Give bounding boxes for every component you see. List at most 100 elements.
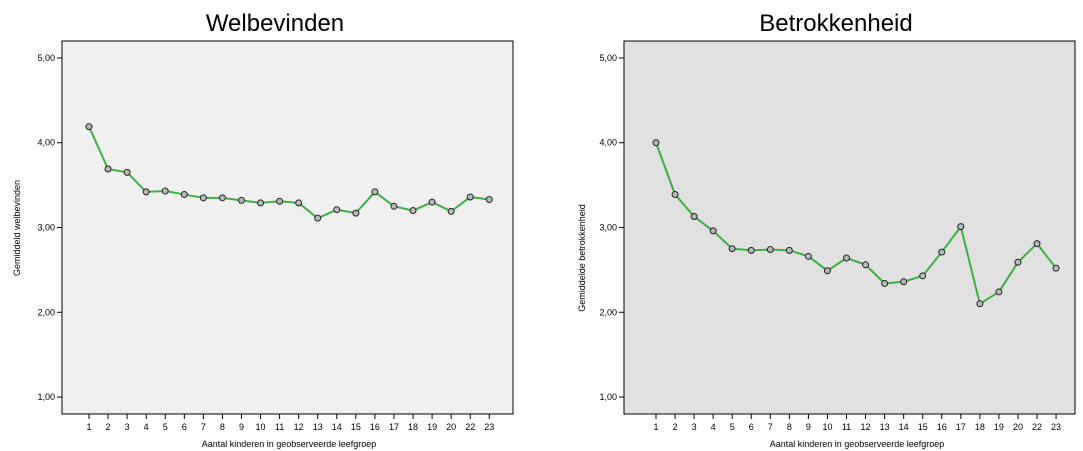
x-tick-label: 6	[749, 422, 754, 432]
data-point	[161, 187, 169, 195]
series-points-betrokkenheid	[652, 139, 1060, 308]
y-tick-label: 4,00	[599, 138, 617, 148]
data-point	[995, 288, 1003, 296]
data-point	[709, 227, 717, 235]
y-tick-label: 3,00	[37, 223, 55, 233]
y-axis-ticks-betrokkenheid: 1,00 2,00 3,00 4,00 5,00	[599, 53, 624, 402]
data-point	[371, 188, 379, 196]
data-point	[938, 248, 946, 256]
data-point	[390, 202, 398, 210]
series-line-welbevinden	[88, 126, 490, 220]
data-point	[352, 209, 360, 217]
data-point	[785, 246, 793, 254]
y-tick-label: 5,00	[599, 53, 617, 63]
y-tick-label: 3,00	[599, 223, 617, 233]
chart-title-welbevinden: Welbevinden	[206, 10, 344, 37]
x-axis-label-betrokkenheid: Aantal kinderen in geobserveerde leefgro…	[770, 439, 945, 449]
series-line-betrokkenheid	[655, 142, 1057, 306]
data-point	[218, 194, 226, 202]
data-point	[180, 190, 188, 198]
data-point	[142, 188, 150, 196]
data-point	[237, 196, 245, 204]
data-point	[466, 193, 474, 201]
x-tick-label: 8	[220, 422, 225, 432]
x-tick-label: 17	[956, 422, 966, 432]
data-point	[690, 212, 698, 220]
x-tick-label: 14	[332, 422, 342, 432]
x-tick-label: 18	[408, 422, 418, 432]
data-point	[447, 207, 455, 215]
data-point	[747, 246, 755, 254]
data-point	[823, 267, 831, 275]
x-tick-label: 4	[711, 422, 716, 432]
x-tick-label: 11	[842, 422, 851, 432]
chart-title-betrokkenheid: Betrokkenheid	[759, 10, 912, 37]
data-point	[1033, 240, 1041, 248]
x-tick-label: 10	[822, 422, 832, 432]
x-tick-label: 6	[182, 422, 187, 432]
data-point	[804, 252, 812, 260]
x-tick-label: 20	[1013, 422, 1023, 432]
x-axis-ticks-welbevinden: 1 2 3 4 5 6 7 8 9 10 11 12 13 14 15 16 17 18 19 20 22 23	[86, 414, 494, 432]
x-tick-label: 5	[163, 422, 168, 432]
x-tick-label: 12	[294, 422, 304, 432]
data-point	[1052, 264, 1060, 272]
data-point	[409, 207, 417, 215]
x-tick-label: 9	[806, 422, 811, 432]
x-tick-label: 13	[880, 422, 890, 432]
x-tick-label: 7	[768, 422, 773, 432]
data-point	[881, 279, 889, 287]
data-point	[123, 168, 131, 176]
x-tick-label: 10	[256, 422, 266, 432]
data-point	[333, 206, 341, 214]
y-tick-label: 1,00	[599, 392, 617, 402]
y-axis-label-betrokkenheid: Gemiddelde betrokkenheid	[577, 204, 587, 312]
x-tick-label: 23	[484, 422, 494, 432]
x-tick-label: 15	[351, 422, 361, 432]
x-tick-label: 23	[1051, 422, 1061, 432]
data-point	[1014, 258, 1022, 266]
plot-area-betrokkenheid	[623, 40, 1076, 415]
plot-area-welbevinden	[61, 40, 514, 415]
x-tick-label: 17	[389, 422, 399, 432]
data-point	[199, 194, 207, 202]
x-tick-label: 3	[125, 422, 130, 432]
y-tick-label: 5,00	[37, 53, 55, 63]
x-tick-label: 2	[673, 422, 678, 432]
y-axis-label-welbevinden: Gemiddeld welbevinden	[12, 180, 22, 276]
data-point	[862, 261, 870, 269]
x-axis-ticks-betrokkenheid: 1 2 3 4 5 6 7 8 9 10 11 12 13 14 15 16 17 18 19 20 22 23	[653, 414, 1061, 432]
data-point	[257, 199, 265, 207]
y-tick-label: 2,00	[599, 307, 617, 317]
data-point	[900, 278, 908, 286]
y-axis-ticks-welbevinden: 1,00 2,00 3,00 4,00 5,00	[37, 53, 62, 402]
data-point	[652, 139, 660, 147]
x-tick-label: 5	[730, 422, 735, 432]
data-point	[728, 245, 736, 253]
x-tick-label: 8	[787, 422, 792, 432]
x-tick-label: 4	[144, 422, 149, 432]
y-tick-label: 4,00	[37, 138, 55, 148]
data-point	[919, 272, 927, 280]
y-tick-label: 1,00	[37, 392, 55, 402]
x-axis-label-welbevinden: Aantal kinderen in geobserveerde leefgro…	[202, 439, 377, 449]
y-tick-label: 2,00	[37, 307, 55, 317]
x-tick-label: 19	[427, 422, 437, 432]
data-point	[85, 123, 93, 131]
data-point	[104, 165, 112, 173]
data-point	[843, 254, 850, 262]
x-tick-label: 1	[86, 422, 91, 432]
data-point	[314, 214, 322, 222]
x-tick-label: 16	[370, 422, 380, 432]
data-point	[671, 190, 679, 198]
x-tick-label: 11	[275, 422, 284, 432]
data-point	[295, 199, 303, 207]
x-tick-label: 18	[975, 422, 985, 432]
data-point	[428, 198, 436, 206]
x-tick-label: 13	[313, 422, 323, 432]
x-tick-label: 1	[653, 422, 658, 432]
x-tick-label: 9	[239, 422, 244, 432]
